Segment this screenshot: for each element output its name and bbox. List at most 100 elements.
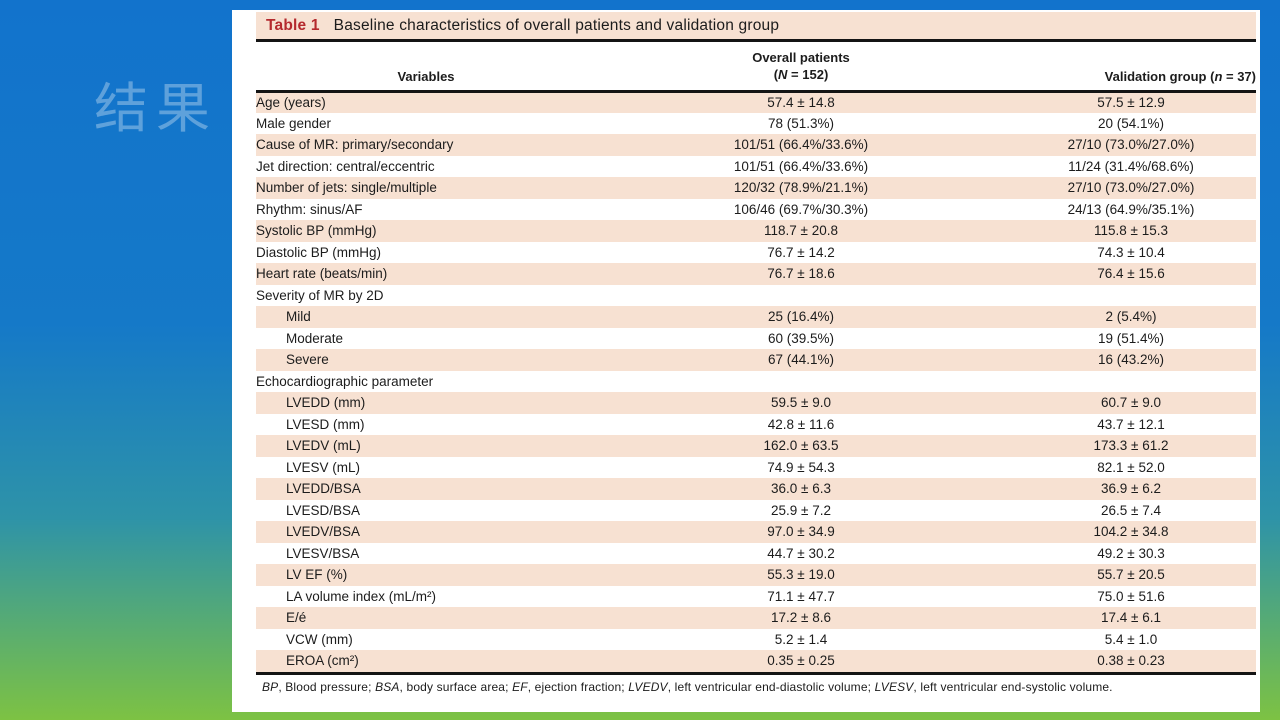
row-label: Systolic BP (mmHg) (256, 220, 596, 242)
row-label: EROA (cm²) (256, 650, 596, 672)
row-label: Age (years) (256, 91, 596, 113)
row-label: LV EF (%) (256, 564, 596, 586)
table-row: Cause of MR: primary/secondary 101/51 (66… (256, 134, 1256, 156)
validation-value: 19 (51.4%) (1097, 330, 1165, 346)
table-row: VCW (mm) 5.2 ± 1.4 5.4 ± 1.0 (256, 629, 1256, 651)
validation-value: 76.4 ± 15.6 (1006, 263, 1256, 285)
row-label: Jet direction: central/eccentric (256, 158, 435, 174)
overall-value: 120/32 (78.9%/21.1%) (596, 177, 1006, 199)
overall-value: 106/46 (69.7%/30.3%) (733, 201, 869, 217)
table-row: Systolic BP (mmHg) 118.7 ± 20.8 115.8 ± 15… (256, 220, 1256, 242)
row-label: Diastolic BP (mmHg) (256, 244, 382, 260)
overall-value: 0.35 ± 0.25 (596, 650, 1006, 672)
validation-value: 74.3 ± 10.4 (1097, 244, 1165, 260)
table-row: Echocardiographic parameter (256, 371, 1256, 393)
table-header-row: Variables Overall patients (N = 152) Val… (256, 42, 1256, 93)
row-label: LVEDV/BSA (256, 521, 596, 543)
overall-value: 71.1 ± 47.7 (767, 588, 835, 604)
validation-value: 17.4 ± 6.1 (1006, 607, 1256, 629)
row-label: LA volume index (mL/m²) (286, 588, 437, 604)
validation-value: 82.1 ± 52.0 (1097, 459, 1165, 475)
table-row: EROA (cm²) 0.35 ± 0.25 0.38 ± 0.23 (256, 650, 1256, 672)
validation-value: 0.38 ± 0.23 (1006, 650, 1256, 672)
validation-value: 75.0 ± 51.6 (1097, 588, 1165, 604)
validation-value: 173.3 ± 61.2 (1006, 435, 1256, 457)
row-label: Mild (256, 306, 596, 328)
validation-value: 27/10 (73.0%/27.0%) (1006, 177, 1256, 199)
table-row: LV EF (%) 55.3 ± 19.0 55.7 ± 20.5 (256, 564, 1256, 586)
validation-value: 60.7 ± 9.0 (1006, 392, 1256, 414)
table-row: LVEDV/BSA 97.0 ± 34.9 104.2 ± 34.8 (256, 521, 1256, 543)
table-row: LA volume index (mL/m²) 71.1 ± 47.7 75.0 ±… (256, 586, 1256, 608)
overall-value: 101/51 (66.4%/33.6%) (596, 134, 1006, 156)
row-label: Severe (256, 349, 596, 371)
table-row: LVESV/BSA 44.7 ± 30.2 49.2 ± 30.3 (256, 543, 1256, 565)
table-row: Heart rate (beats/min) 76.7 ± 18.6 76.4 ± … (256, 263, 1256, 285)
overall-value (596, 285, 1006, 307)
table-row: LVEDV (mL) 162.0 ± 63.5 173.3 ± 61.2 (256, 435, 1256, 457)
validation-value: 36.9 ± 6.2 (1006, 478, 1256, 500)
table-row: LVESD (mm) 42.8 ± 11.6 43.7 ± 12.1 (256, 414, 1256, 436)
validation-value: 2 (5.4%) (1006, 306, 1256, 328)
overall-value (596, 371, 1006, 393)
overall-value: 59.5 ± 9.0 (596, 392, 1006, 414)
validation-value (1006, 371, 1256, 393)
row-label: E/é (256, 607, 596, 629)
table-row: Moderate 60 (39.5%) 19 (51.4%) (256, 328, 1256, 350)
overall-value: 76.7 ± 18.6 (596, 263, 1006, 285)
overall-value: 60 (39.5%) (767, 330, 835, 346)
row-label: LVEDV (mL) (256, 435, 596, 457)
col-header-variables: Variables (256, 42, 596, 93)
table-row: LVEDD (mm) 59.5 ± 9.0 60.7 ± 9.0 (256, 392, 1256, 414)
table-row: Severe 67 (44.1%) 16 (43.2%) (256, 349, 1256, 371)
top-rule (256, 39, 1256, 42)
row-label: LVESD (mm) (286, 416, 365, 432)
row-label: Cause of MR: primary/secondary (256, 134, 596, 156)
validation-value: 57.5 ± 12.9 (1006, 91, 1256, 113)
table-row: Age (years) 57.4 ± 14.8 57.5 ± 12.9 (256, 91, 1256, 113)
table-row: Jet direction: central/eccentric 101/51 (… (256, 156, 1256, 178)
overall-value: 78 (51.3%) (767, 115, 835, 131)
row-label: Echocardiographic parameter (256, 373, 434, 389)
validation-value (1006, 285, 1256, 307)
row-label: VCW (mm) (286, 631, 353, 647)
overall-value: 97.0 ± 34.9 (596, 521, 1006, 543)
table-caption: Table 1 Baseline characteristics of over… (256, 12, 1256, 39)
table-row: E/é 17.2 ± 8.6 17.4 ± 6.1 (256, 607, 1256, 629)
col-header-validation-group: Validation group (n = 37) (1006, 42, 1256, 93)
table-row: Diastolic BP (mmHg) 76.7 ± 14.2 74.3 ± 10.… (256, 242, 1256, 264)
row-label: LVESD/BSA (286, 502, 361, 518)
validation-value: 16 (43.2%) (1006, 349, 1256, 371)
table-body: Age (years) 57.4 ± 14.8 57.5 ± 12.9 Male ge… (256, 91, 1256, 672)
row-label: LVESV/BSA (286, 545, 360, 561)
validation-value: 26.5 ± 7.4 (1101, 502, 1161, 518)
row-label: Number of jets: single/multiple (256, 177, 596, 199)
validation-value: 49.2 ± 30.3 (1097, 545, 1165, 561)
col-header-overall-line2: (N = 152) (773, 66, 829, 82)
validation-value: 43.7 ± 12.1 (1097, 416, 1165, 432)
table-row: LVESD/BSA 25.9 ± 7.2 26.5 ± 7.4 (256, 500, 1256, 522)
section-title-results: 结果 (94, 79, 218, 139)
overall-value: 162.0 ± 63.5 (596, 435, 1006, 457)
row-label: Male gender (256, 115, 332, 131)
table-container: Table 1 Baseline characteristics of over… (256, 12, 1256, 694)
validation-value: 5.4 ± 1.0 (1104, 631, 1158, 647)
baseline-characteristics-table: Variables Overall patients (N = 152) Val… (256, 42, 1256, 672)
validation-value: 11/24 (31.4%/68.6%) (1068, 158, 1194, 174)
table-row: Male gender 78 (51.3%) 20 (54.1%) (256, 113, 1256, 135)
row-label: Heart rate (beats/min) (256, 263, 596, 285)
row-label: Severity of MR by 2D (256, 287, 384, 303)
row-label: Rhythm: sinus/AF (256, 201, 363, 217)
table-row: LVEDD/BSA 36.0 ± 6.3 36.9 ± 6.2 (256, 478, 1256, 500)
overall-value: 17.2 ± 8.6 (596, 607, 1006, 629)
table-row: Rhythm: sinus/AF 106/46 (69.7%/30.3%) 24/1… (256, 199, 1256, 221)
bottom-rule (256, 671, 1256, 675)
overall-value: 76.7 ± 14.2 (767, 244, 835, 260)
table-row: Mild 25 (16.4%) 2 (5.4%) (256, 306, 1256, 328)
table-row: Severity of MR by 2D (256, 285, 1256, 307)
overall-value: 55.3 ± 19.0 (596, 564, 1006, 586)
validation-value: 55.7 ± 20.5 (1006, 564, 1256, 586)
validation-value: 20 (54.1%) (1097, 115, 1165, 131)
overall-value: 44.7 ± 30.2 (767, 545, 835, 561)
overall-value: 42.8 ± 11.6 (767, 416, 835, 432)
